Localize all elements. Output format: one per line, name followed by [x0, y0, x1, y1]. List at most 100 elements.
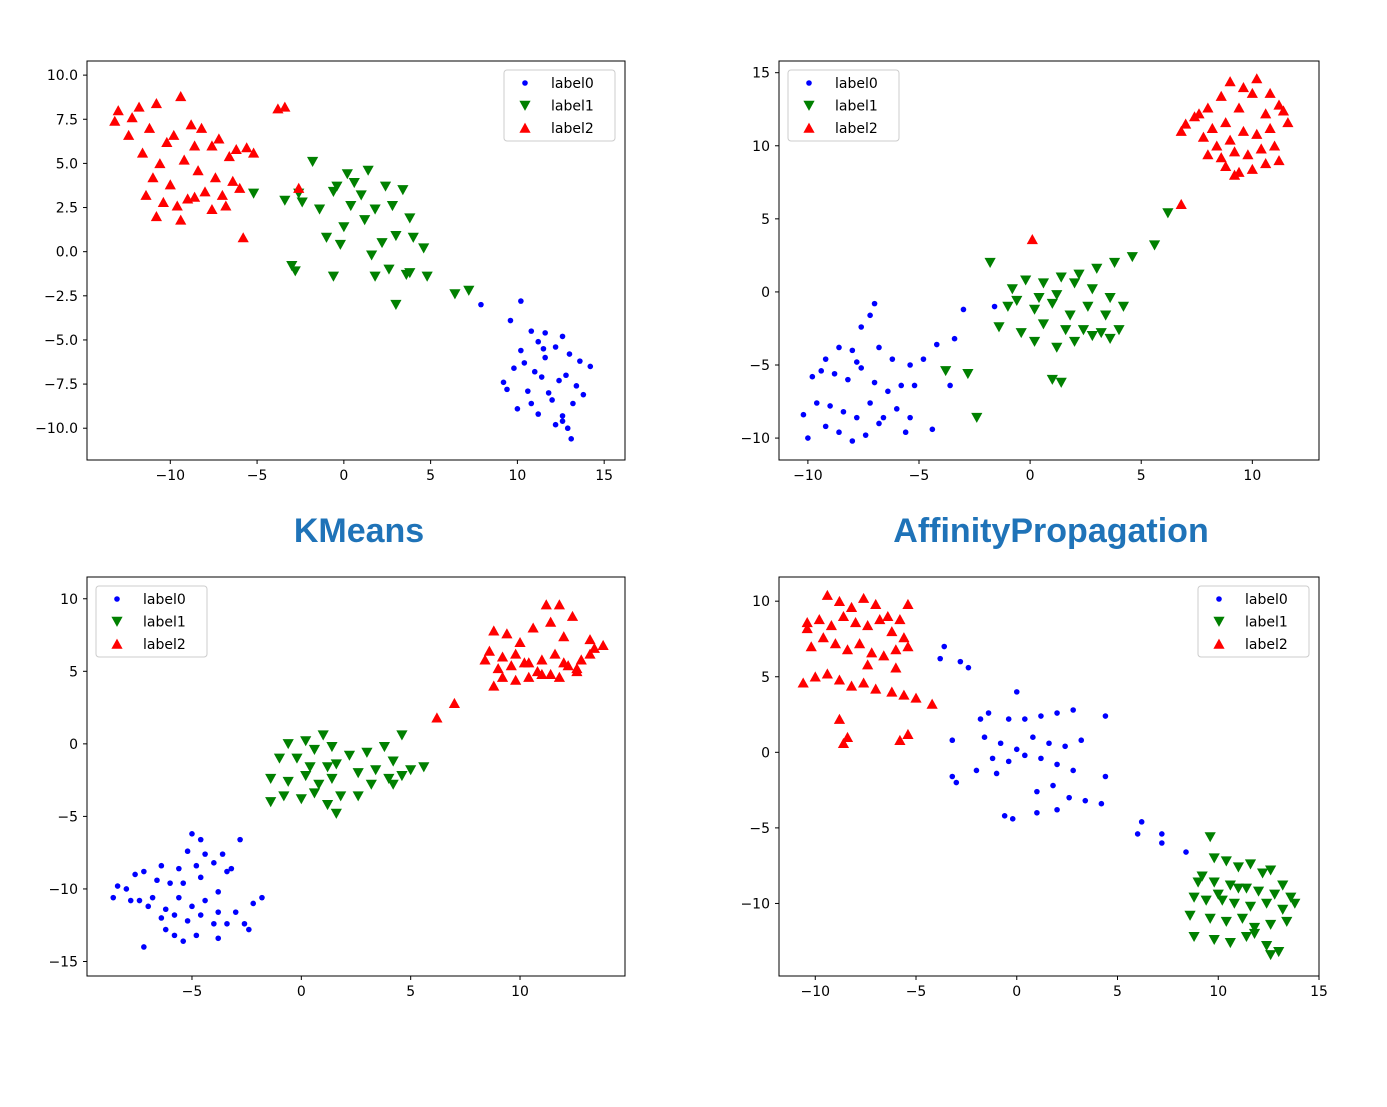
data-point-label1: [348, 178, 360, 189]
data-point-label2: [109, 115, 121, 126]
legend-label-label0: label0: [551, 76, 594, 92]
legend-label-label1: label1: [143, 615, 186, 631]
data-point-label1: [1033, 293, 1045, 304]
data-point-label0: [189, 831, 195, 837]
legend-label-label1: label1: [835, 99, 878, 115]
data-point-label2: [805, 641, 817, 652]
data-point-label2: [1202, 149, 1214, 160]
data-point-label0: [989, 755, 996, 762]
data-point-label1: [1046, 298, 1058, 309]
data-point-label2: [536, 654, 548, 665]
data-point-label0: [1054, 761, 1060, 768]
data-point-label2: [845, 601, 858, 612]
data-point-label1: [1051, 342, 1063, 353]
data-points: [109, 90, 594, 442]
data-point-label2: [523, 671, 535, 682]
data-point-label1: [1006, 284, 1018, 295]
data-point-label1: [304, 762, 316, 773]
data-point-label1: [320, 232, 333, 243]
data-point-label2: [527, 622, 539, 633]
data-point-label1: [1236, 913, 1249, 924]
legend-label-label2: label2: [835, 121, 878, 137]
data-point-label2: [213, 133, 225, 144]
data-point-label1: [1261, 898, 1273, 909]
legend: label0 label1 label2: [503, 69, 616, 142]
data-point-label0: [193, 862, 200, 869]
data-point-label0: [845, 376, 851, 383]
data-point-label1: [352, 768, 364, 779]
data-point-label1: [313, 779, 325, 790]
legend-box: [95, 585, 208, 658]
data-point-label1: [1240, 883, 1253, 894]
data-point-label2: [898, 689, 910, 700]
legend-label-label1: label1: [1245, 615, 1288, 631]
data-point-label1: [940, 366, 952, 377]
data-point-label1: [396, 771, 408, 782]
data-point-label0: [525, 388, 531, 394]
data-point-label0: [997, 740, 1004, 747]
data-point-label1: [265, 797, 277, 808]
data-point-label2: [227, 175, 239, 186]
data-point-label0: [937, 655, 943, 662]
data-point-label2: [171, 200, 183, 211]
data-point-label0: [951, 335, 958, 342]
data-point-label2: [553, 599, 565, 610]
data-point-label0: [577, 358, 583, 364]
data-point-label2: [1268, 140, 1281, 151]
data-point-label0: [1082, 797, 1089, 804]
data-point-label2: [866, 647, 878, 658]
data-point-label2: [1251, 73, 1263, 84]
data-point-label1: [1091, 263, 1103, 274]
data-point-label0: [853, 359, 860, 365]
data-point-label0: [197, 836, 204, 843]
data-point-label0: [193, 932, 200, 939]
data-point-label1: [1273, 947, 1285, 958]
data-point-label2: [821, 589, 833, 600]
data-point-label0: [215, 909, 222, 915]
data-point-label0: [1038, 755, 1044, 762]
data-point-label0: [1054, 710, 1060, 716]
data-point-label2: [597, 639, 609, 650]
data-point-label2: [1277, 105, 1290, 116]
data-point-label2: [230, 143, 242, 155]
data-points: [110, 599, 609, 950]
data-point-label0: [162, 926, 169, 933]
data-point-label0: [867, 400, 873, 406]
data-point-label0: [542, 330, 548, 336]
data-point-label2: [853, 638, 866, 649]
y-tick-label: −10.0: [35, 421, 78, 437]
data-point-label2: [1237, 81, 1250, 93]
data-point-label2: [241, 142, 253, 153]
data-point-label2: [488, 625, 500, 636]
data-point-label1: [366, 250, 378, 261]
data-point-label2: [1202, 102, 1214, 113]
data-point-label0: [947, 382, 953, 389]
data-point-label0: [228, 865, 235, 872]
data-point-label0: [219, 851, 226, 857]
data-point-label2: [1255, 143, 1267, 154]
data-point-label1: [1188, 931, 1200, 943]
y-tick-label: 0: [761, 285, 770, 301]
data-point-label0: [250, 900, 257, 907]
legend-marker-label2: [1213, 638, 1225, 649]
data-point-label0: [518, 298, 524, 304]
plot-frame: [86, 60, 626, 461]
data-point-label0: [535, 411, 542, 417]
data-point-label2: [566, 610, 579, 621]
data-point-label1: [1108, 257, 1121, 269]
y-tick-label: 0.0: [56, 245, 78, 261]
data-points: [800, 73, 1294, 444]
data-point-label2: [813, 613, 825, 625]
data-point-label0: [840, 408, 847, 415]
data-point-label0: [542, 354, 548, 361]
data-point-label2: [178, 154, 190, 165]
data-point-label0: [973, 767, 980, 774]
data-point-label2: [558, 631, 570, 642]
x-tick-label: −5: [182, 984, 203, 1000]
legend-marker-label0: [522, 80, 528, 86]
data-point-label1: [1220, 856, 1232, 867]
x-tick-label: 10: [511, 984, 529, 1000]
data-point-label2: [496, 651, 509, 662]
data-point-label1: [307, 156, 319, 167]
data-point-label2: [1228, 169, 1241, 180]
